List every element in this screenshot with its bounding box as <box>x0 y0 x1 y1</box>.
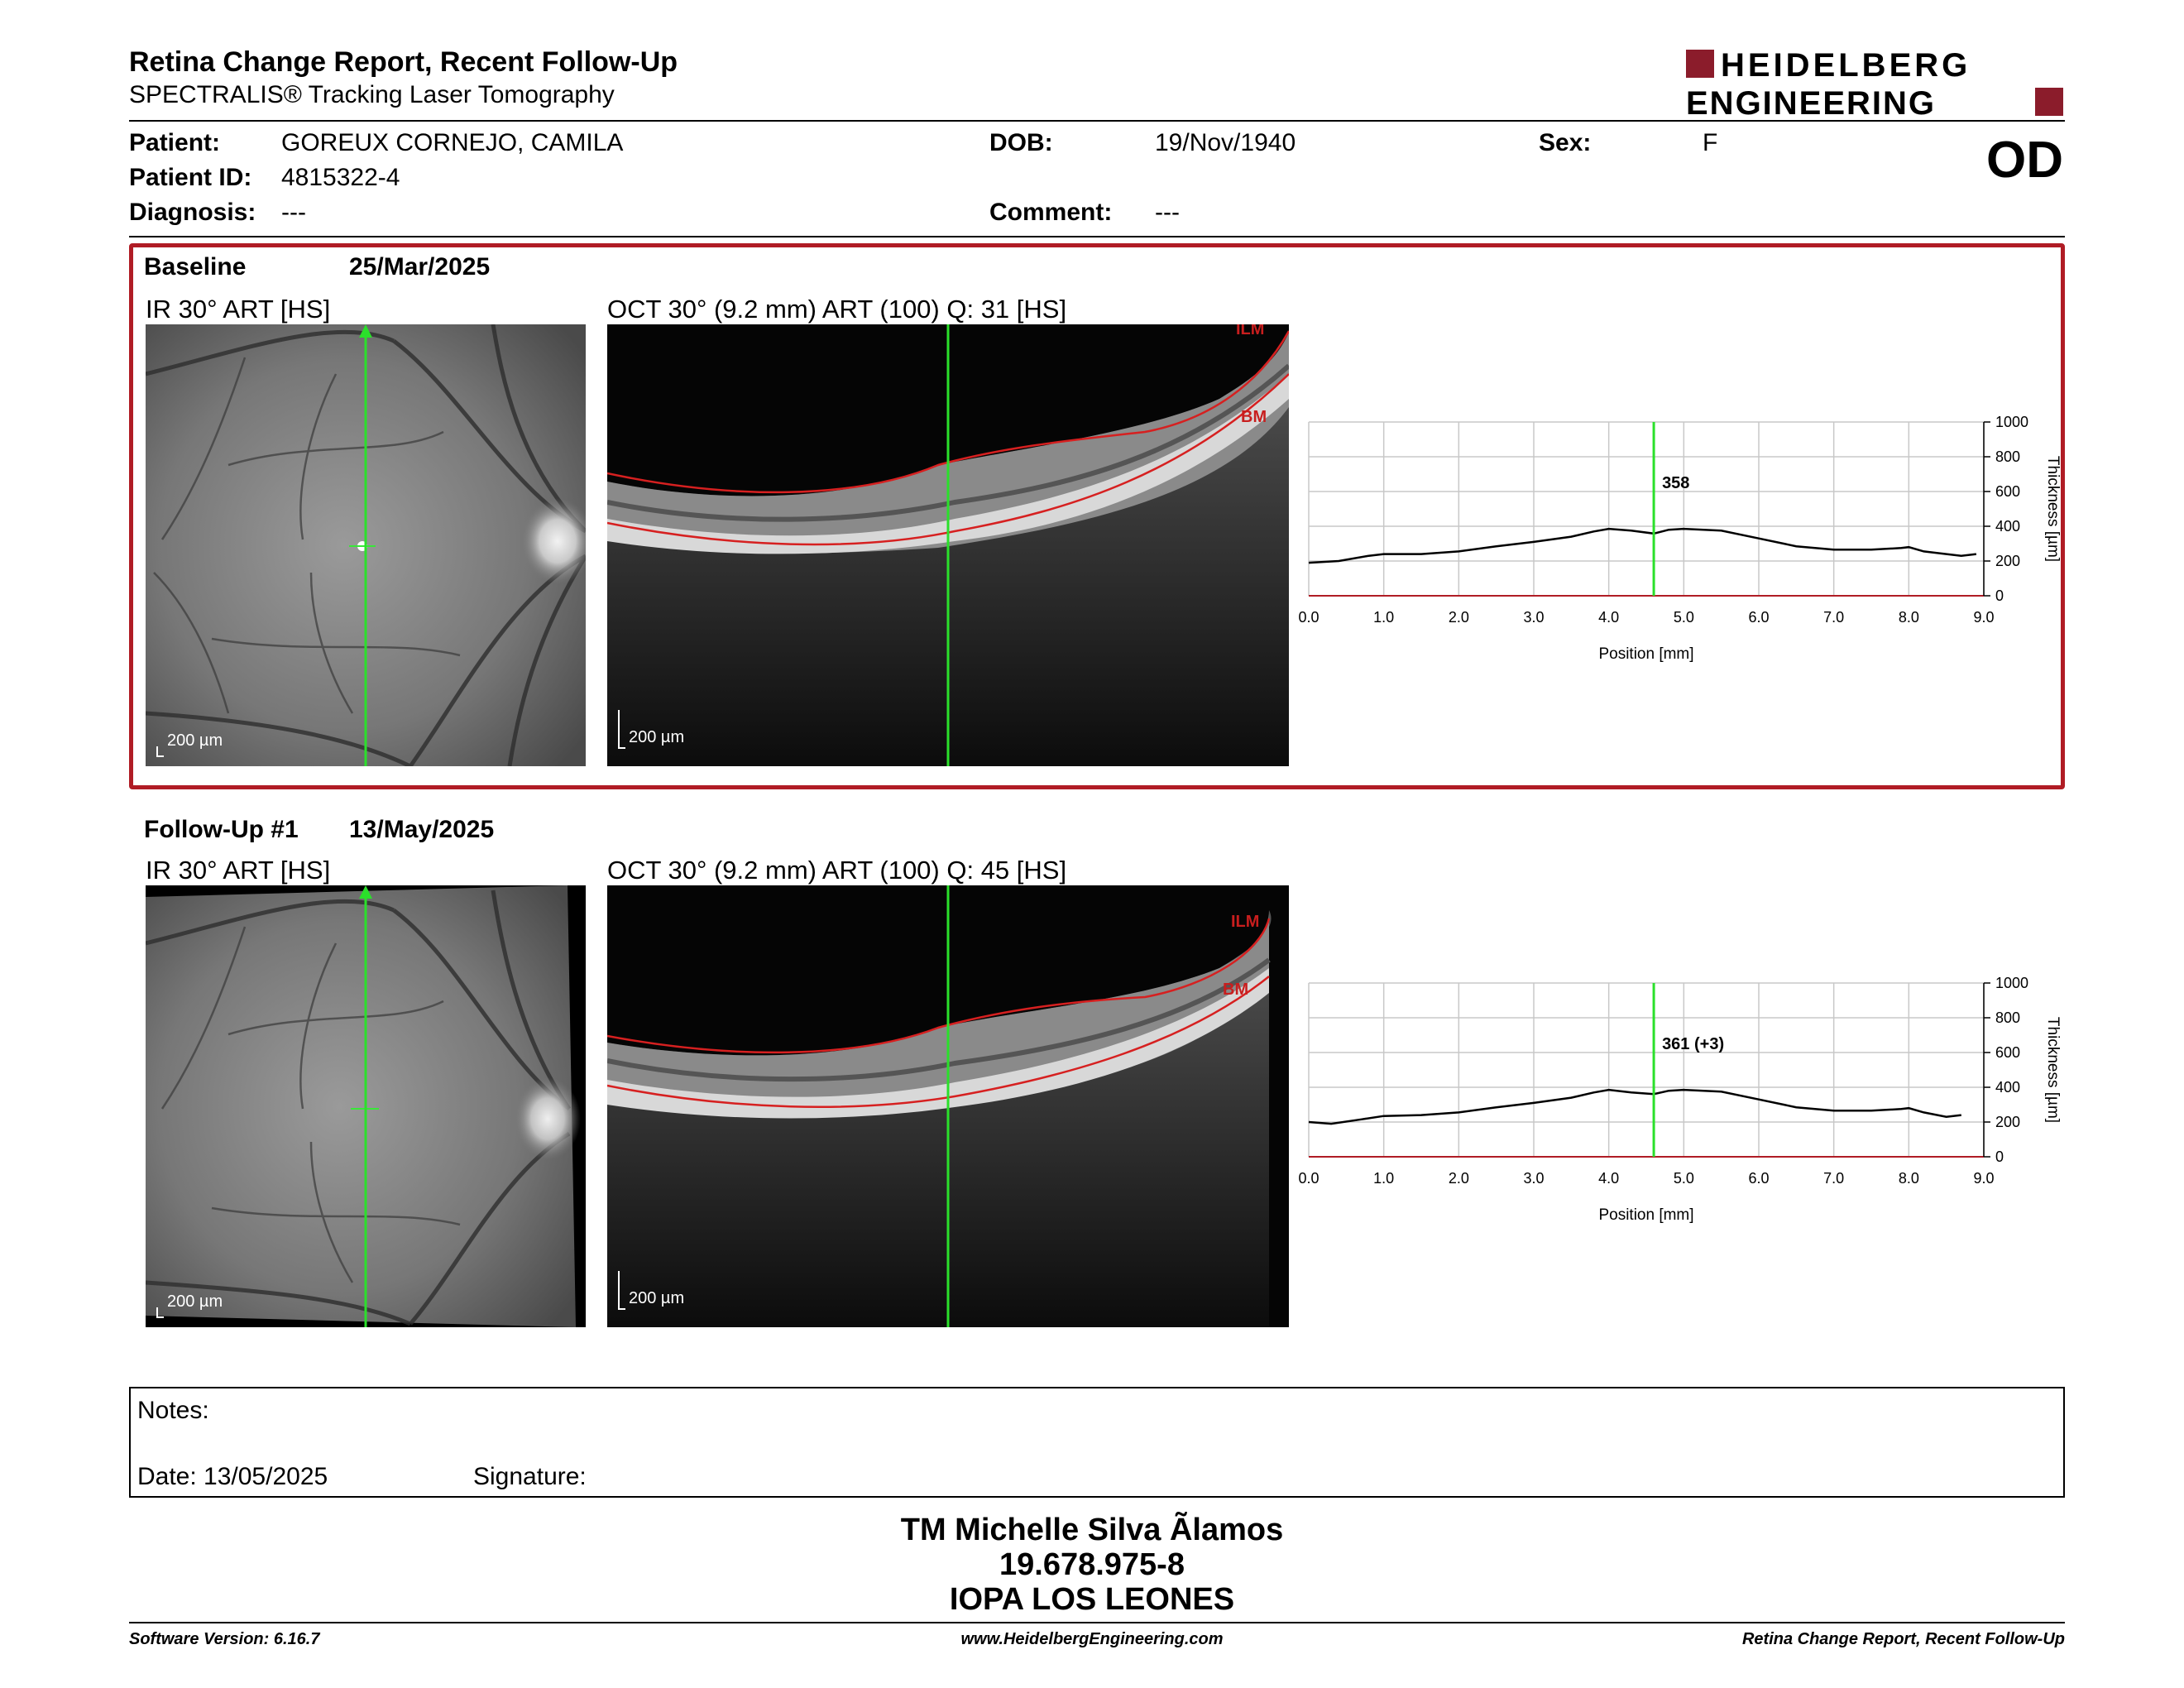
chart-ytick-label: 600 <box>1995 1044 2020 1061</box>
followup-ir-scale: 200 µm <box>167 1292 223 1311</box>
chart-ytick-label: 200 <box>1995 553 2020 569</box>
baseline-ir-scale: 200 µm <box>167 731 223 750</box>
chart-xtick-label: 6.0 <box>1748 609 1769 626</box>
chart-ytick-label: 400 <box>1995 518 2020 535</box>
baseline-thickness-chart: 0.0 1.0 2.0 3.0 4.0 5.0 6.0 7.0 8.0 9.0 0 200 400 600… <box>1298 409 2068 674</box>
logo-line1: HEIDELBERG <box>1721 47 1971 84</box>
baseline-oct-title: OCT 30° (9.2 mm) ART (100) Q: 31 [HS] <box>607 295 1067 324</box>
chart-ylabel: Thickness [µm] <box>2044 1017 2062 1123</box>
chart-xtick-label: 7.0 <box>1823 609 1844 626</box>
patient-name: GOREUX CORNEJO, CAMILA <box>281 129 624 156</box>
chart-xtick-label: 8.0 <box>1899 1170 1919 1187</box>
notes-date: Date: 13/05/2025 <box>137 1463 328 1490</box>
baseline-date: 25/Mar/2025 <box>349 253 491 281</box>
followup-thickness-chart: 0.0 1.0 2.0 3.0 4.0 5.0 6.0 7.0 8.0 9.0 0 200 400 600… <box>1298 970 2068 1235</box>
chart-xtick-label: 9.0 <box>1973 609 1994 626</box>
comment-label: Comment: <box>989 199 1113 226</box>
baseline-oct-scale: 200 µm <box>629 728 685 746</box>
chart-ytick-label: 0 <box>1995 1149 2004 1165</box>
followup-ir-image[interactable]: 200 µm <box>146 885 586 1327</box>
chart-ylabel: Thickness [µm] <box>2044 456 2062 562</box>
comment-value: --- <box>1155 199 1180 226</box>
sex-label: Sex: <box>1539 129 1592 156</box>
footer-report-name: Retina Change Report, Recent Follow-Up <box>1741 1630 2065 1648</box>
chart-marker-label: 358 <box>1662 474 1689 492</box>
chart-ytick-label: 800 <box>1995 1009 2020 1026</box>
logo-line2: ENGINEERING <box>1686 85 1936 119</box>
chart-xtick-label: 5.0 <box>1674 609 1694 626</box>
signer-id: 19.678.975-8 <box>999 1547 1185 1582</box>
eye-indicator: OD <box>1986 132 2063 189</box>
chart-marker-label: 361 (+3) <box>1662 1035 1724 1053</box>
notes-label: Notes: <box>137 1397 209 1424</box>
chart-xtick-label: 9.0 <box>1973 1170 1994 1187</box>
followup-bm-label: BM <box>1223 981 1248 999</box>
diagnosis-value: --- <box>281 199 306 226</box>
signer-institution: IOPA LOS LEONES <box>949 1582 1235 1617</box>
chart-xtick-label: 2.0 <box>1449 609 1469 626</box>
notes-signature-label: Signature: <box>473 1463 587 1490</box>
chart-xtick-label: 1.0 <box>1373 609 1394 626</box>
chart-ytick-label: 1000 <box>1995 414 2028 430</box>
chart-thickness-line <box>1308 527 1977 564</box>
notes-box[interactable]: Notes: Date: 13/05/2025 Signature: <box>129 1387 2065 1498</box>
baseline-ir-title: IR 30° ART [HS] <box>146 295 331 324</box>
followup-ir-title: IR 30° ART [HS] <box>146 856 331 885</box>
chart-xtick-label: 7.0 <box>1823 1170 1844 1187</box>
sex-value: F <box>1703 129 1718 156</box>
followup-date: 13/May/2025 <box>349 816 495 843</box>
signer-name: TM Michelle Silva Ãlamos <box>900 1513 1284 1547</box>
patient-divider <box>129 236 2065 237</box>
chart-ytick-label: 0 <box>1995 587 2004 604</box>
followup-oct-scale: 200 µm <box>629 1289 685 1307</box>
chart-xtick-label: 3.0 <box>1523 1170 1544 1187</box>
chart-thickness-line <box>1308 1088 1961 1125</box>
baseline-bm-label: BM <box>1241 408 1267 426</box>
followup-oct-title: OCT 30° (9.2 mm) ART (100) Q: 45 [HS] <box>607 856 1067 885</box>
chart-xtick-label: 4.0 <box>1598 1170 1619 1187</box>
footer-website[interactable]: www.HeidelbergEngineering.com <box>960 1630 1224 1648</box>
baseline-ilm-label: ILM <box>1236 324 1264 338</box>
dob-value: 19/Nov/1940 <box>1155 129 1296 156</box>
software-version: Software Version: 6.16.7 <box>129 1630 320 1648</box>
chart-xlabel: Position [mm] <box>1598 1206 1693 1224</box>
patient-id: 4815322-4 <box>281 164 400 191</box>
baseline-frame <box>129 243 2065 789</box>
patient-id-label: Patient ID: <box>129 164 252 191</box>
chart-xtick-label: 6.0 <box>1748 1170 1769 1187</box>
chart-ytick-label: 800 <box>1995 448 2020 465</box>
header-divider <box>129 120 2065 122</box>
chart-ytick-label: 600 <box>1995 483 2020 500</box>
chart-xtick-label: 2.0 <box>1449 1170 1469 1187</box>
baseline-label: Baseline <box>144 253 247 281</box>
baseline-ir-image[interactable]: 200 µm <box>146 324 586 766</box>
report-subtitle: SPECTRALIS® Tracking Laser Tomography <box>129 81 615 108</box>
chart-xtick-label: 3.0 <box>1523 609 1544 626</box>
patient-name-label: Patient: <box>129 129 221 156</box>
chart-ytick-label: 200 <box>1995 1114 2020 1130</box>
chart-xtick-label: 0.0 <box>1299 1170 1320 1187</box>
report-title: Retina Change Report, Recent Follow-Up <box>129 46 678 78</box>
followup-label: Follow-Up #1 <box>144 816 299 843</box>
chart-ytick-label: 1000 <box>1995 975 2028 991</box>
chart-xtick-label: 1.0 <box>1373 1170 1394 1187</box>
chart-xtick-label: 5.0 <box>1674 1170 1694 1187</box>
dob-label: DOB: <box>989 129 1053 156</box>
heidelberg-logo: HEIDELBERG ENGINEERING <box>1684 45 2065 122</box>
followup-ilm-label: ILM <box>1231 913 1259 931</box>
chart-xlabel: Position [mm] <box>1598 645 1693 663</box>
followup-oct-image[interactable]: ILM BM 200 µm <box>607 885 1289 1327</box>
footer-divider <box>129 1622 2065 1623</box>
chart-xtick-label: 0.0 <box>1299 609 1320 626</box>
baseline-oct-image[interactable]: ILM BM 200 µm <box>607 324 1289 766</box>
chart-xtick-label: 4.0 <box>1598 609 1619 626</box>
diagnosis-label: Diagnosis: <box>129 199 256 226</box>
chart-ytick-label: 400 <box>1995 1079 2020 1096</box>
chart-xtick-label: 8.0 <box>1899 609 1919 626</box>
